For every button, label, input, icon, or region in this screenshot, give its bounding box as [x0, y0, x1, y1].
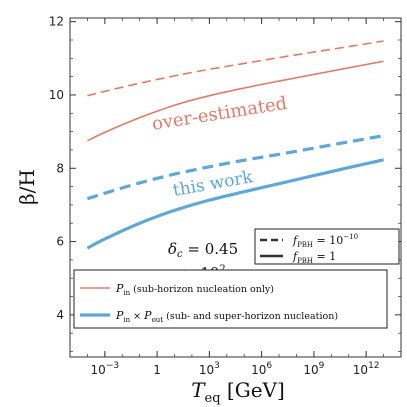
legend-linestyle: fPBH = 10−10 fPBH = 1 [254, 228, 400, 265]
x-tick-label: 106 [251, 361, 272, 377]
annotation-this-work: this work [171, 167, 254, 201]
x-tick-label: 1012 [353, 361, 380, 377]
y-tick-label: 10 [49, 88, 64, 102]
legend-label-pin-pout: Pin × Pout (sub- and super-horizon nucle… [115, 309, 338, 324]
legend-linestyle-box [254, 228, 400, 265]
y-tick-label: 12 [49, 15, 64, 29]
legend-label-pin: Pin (sub-horizon nucleation only) [115, 282, 274, 297]
x-tick-label: 109 [303, 361, 324, 377]
series-line-3 [86, 134, 384, 201]
series-line-0 [87, 60, 384, 142]
legend-label-fpbh-small: fPBH = 10−10 [292, 233, 358, 249]
annotation-over-estimated: over-estimated [150, 93, 288, 135]
series-line-2 [86, 158, 384, 250]
y-tick-label: 4 [56, 308, 64, 322]
x-tick-label: 10−3 [91, 361, 120, 377]
y-axis-title: β/H [15, 169, 39, 205]
plot-frame [69, 17, 402, 358]
x-tick-label: 103 [199, 361, 220, 377]
series-line-1 [87, 40, 384, 97]
x-tick-label: 1 [153, 363, 161, 377]
y-tick-label: 8 [56, 161, 64, 175]
legend-model: Pin (sub-horizon nucleation only) Pin × … [73, 269, 388, 329]
y-tick-label: 6 [56, 235, 64, 249]
series-layer [86, 40, 384, 250]
legend-model-box [73, 269, 388, 329]
x-axis-title: Teq [GeV] [191, 378, 285, 406]
legend-label-fpbh-one: fPBH = 1 [292, 250, 336, 265]
plot-area [69, 17, 402, 358]
annotation-delta-c: δc = 0.45 [168, 240, 238, 260]
